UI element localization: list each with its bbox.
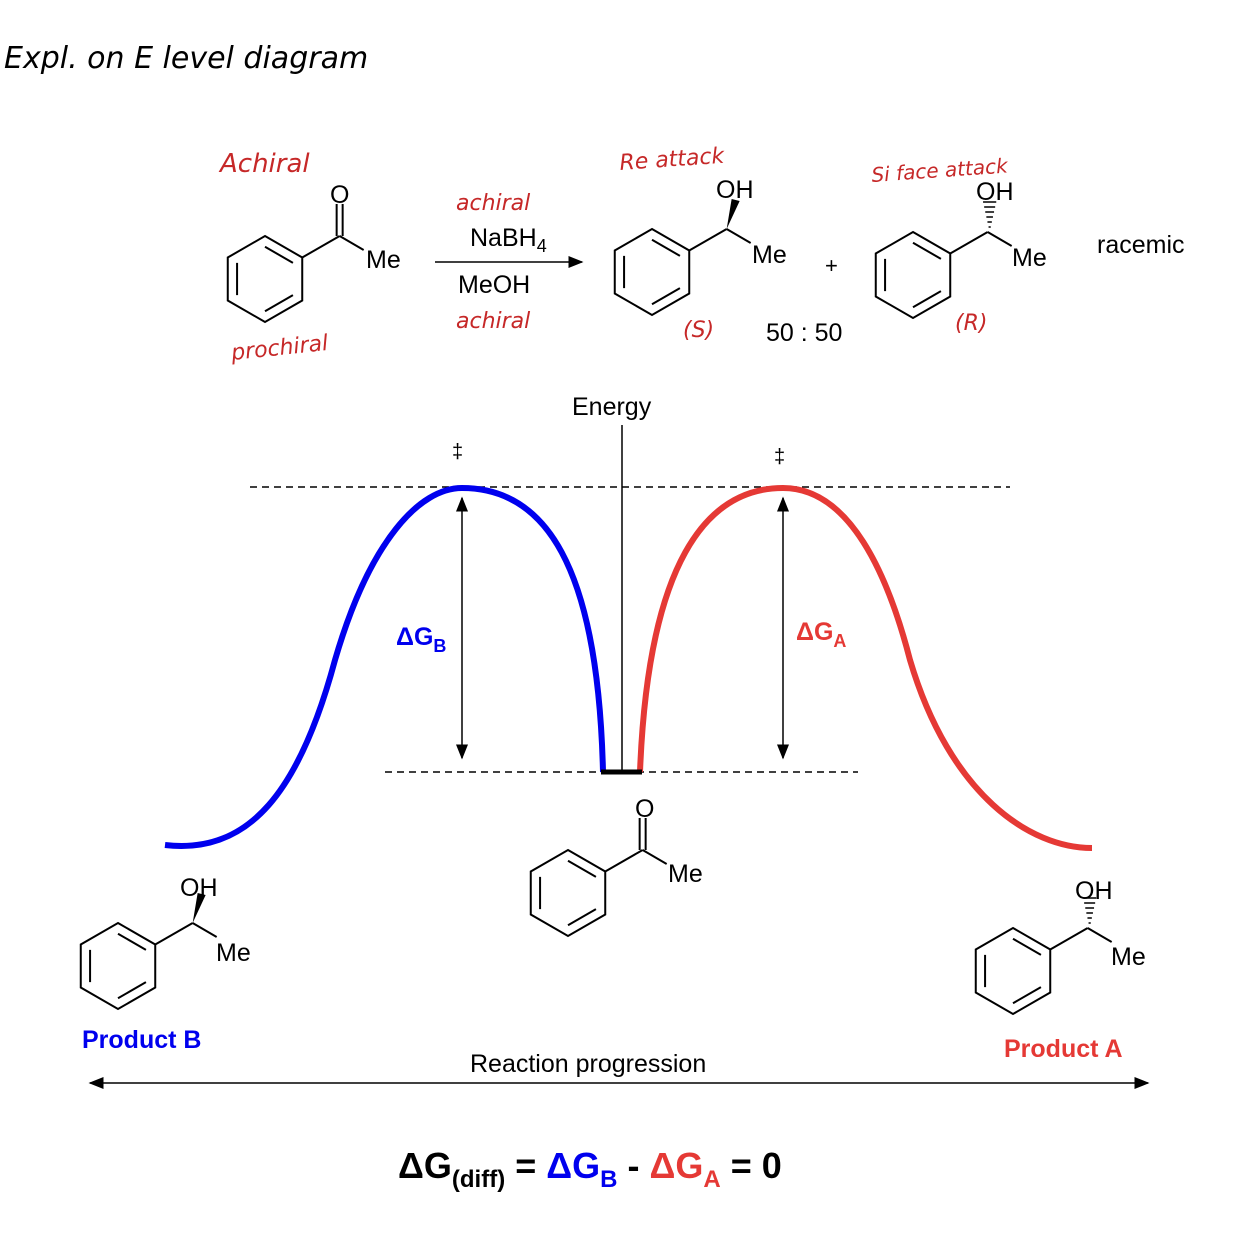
double-bond [651,238,681,257]
eq-term: ΔG [398,1145,452,1186]
annotation: Re attack [619,144,727,176]
atom-label: Me [668,860,703,888]
barrier-subscript: B [433,636,446,656]
reagent: NaBH4 [470,224,547,256]
bond [688,228,728,252]
double-bond [117,932,147,951]
pathway-b [164,484,606,849]
double-bond [264,245,294,264]
wedge-bond [726,199,740,229]
eq-subscript: (diff) [452,1166,505,1193]
bond [301,235,341,259]
barrier-subscript: A [833,631,846,651]
reagent-name: NaBH [470,224,537,252]
structures [79,199,1113,1016]
config: (S) [683,318,714,343]
bond [192,922,218,938]
double-bond [651,287,681,306]
eq-subscript: B [600,1166,617,1193]
atom-label: Me [366,246,401,274]
product-label: Product B [82,1026,201,1054]
barrier-b: ΔGB [396,623,446,656]
bond [642,849,668,865]
plus: + [825,253,838,278]
benzene-ring [226,234,304,324]
annotation: prochiral [229,331,329,366]
outcome: racemic [1097,231,1185,259]
atom-label: Me [1111,943,1146,971]
config: (R) [955,311,987,336]
eq-term: ΔG [649,1145,703,1186]
x-axis-label: Reaction progression [470,1050,706,1078]
atom-label: Me [752,241,787,269]
atom-label: OH [716,176,754,204]
barrier-a: ΔGA [796,618,846,651]
bond [1049,927,1089,951]
eq-subscript: A [703,1166,720,1193]
double-bond [567,908,597,927]
barrier-symbol: ΔG [796,618,833,646]
double-bond [567,859,597,878]
bond [1087,927,1113,943]
benzene-ring [79,921,157,1011]
equation: ΔG(diff) = ΔGB - ΔGA = 0 [398,1145,782,1193]
atom-label: O [330,181,349,209]
annotation: achiral [456,309,530,334]
ts-symbol: ‡ [452,441,463,463]
eq-result: = 0 [731,1145,782,1186]
solvent: MeOH [458,271,530,299]
atom-label: OH [1075,877,1113,905]
title: Expl. on E level diagram [4,41,368,76]
double-bond [912,290,942,309]
eq-operator: = [515,1145,536,1186]
ratio: 50 : 50 [766,319,842,347]
ts-symbol: ‡ [774,446,785,468]
bond [726,228,752,244]
atom-label: O [635,795,654,823]
bond [949,231,989,255]
double-bond [1012,937,1042,956]
barrier-symbol: ΔG [396,623,433,651]
benzene-ring [874,230,952,320]
atom-label: Me [216,939,251,967]
benzene-ring [974,926,1052,1016]
bond [987,231,1013,247]
double-bond [264,294,294,313]
wedge-bond [192,893,206,923]
benzene-ring [529,848,607,938]
atom-label: OH [180,874,218,902]
atom-label: OH [976,178,1014,206]
double-bond [1012,986,1042,1005]
annotation: Achiral [218,149,310,179]
product-label: Product A [1004,1035,1123,1063]
annotation: achiral [456,191,530,216]
benzene-ring [613,227,691,317]
double-bond [912,241,942,260]
bond [339,235,365,251]
double-bond [117,981,147,1000]
y-axis-label: Energy [572,393,652,421]
eq-term: ΔG [546,1145,600,1186]
bond [154,922,194,946]
atom-label: Me [1012,244,1047,272]
pathway-a [637,484,1093,851]
reagent-subscript: 4 [537,236,547,256]
bond [604,849,644,873]
eq-operator: - [627,1145,639,1186]
